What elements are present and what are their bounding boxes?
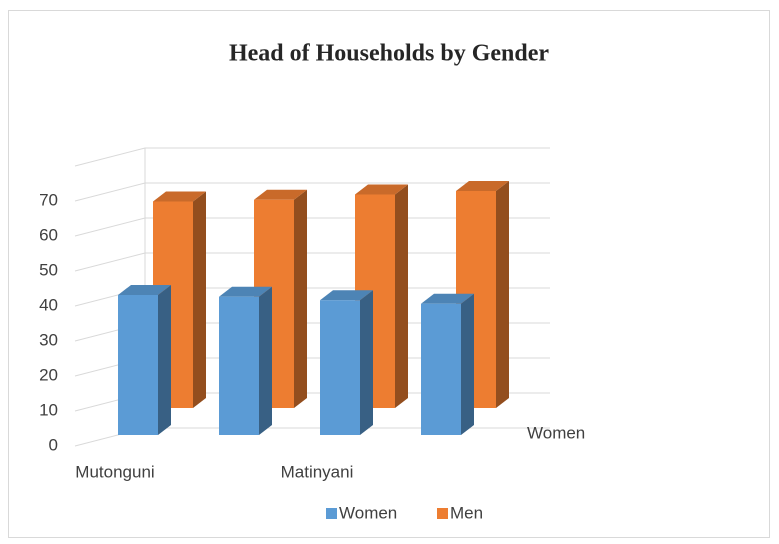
x-tick-label: Mutonguni <box>75 462 154 481</box>
bar-top <box>153 191 206 202</box>
bar <box>421 293 474 435</box>
legend-swatch <box>326 508 337 519</box>
legend-label: Men <box>450 503 483 522</box>
bar-side <box>294 189 307 408</box>
x-tick-label: Matinyani <box>281 462 354 481</box>
bar-top <box>219 286 272 297</box>
bar-side <box>259 286 272 435</box>
y-tick-label: 70 <box>39 190 58 209</box>
y-tick-label: 60 <box>39 225 58 244</box>
bar-side <box>193 191 206 408</box>
bar-front <box>118 295 158 435</box>
legend-swatch <box>437 508 448 519</box>
bar-side <box>461 293 474 435</box>
y-tick-label: 50 <box>39 260 58 279</box>
series-axis-label: Women <box>527 423 585 442</box>
bar-top <box>456 181 509 191</box>
bar-top <box>320 290 373 301</box>
bar-top <box>421 293 474 304</box>
bar-front <box>219 296 259 435</box>
y-tick-label: 10 <box>39 400 58 419</box>
bar-side <box>360 290 373 435</box>
bar-front <box>421 303 461 435</box>
bar-top <box>254 189 307 200</box>
bar <box>219 286 272 435</box>
bar-side <box>496 181 509 408</box>
bar <box>320 290 373 435</box>
bar-top <box>118 285 171 295</box>
legend-label: Women <box>339 503 397 522</box>
y-tick-label: 0 <box>49 435 58 454</box>
y-tick-label: 20 <box>39 365 58 384</box>
bar-top <box>355 184 408 195</box>
chart-title: Head of Households by Gender <box>229 41 549 67</box>
bar <box>118 285 171 435</box>
y-tick-label: 30 <box>39 330 58 349</box>
bar-front <box>320 300 360 435</box>
y-tick-label: 40 <box>39 295 58 314</box>
bar-side <box>395 184 408 408</box>
bar-side <box>158 285 171 435</box>
